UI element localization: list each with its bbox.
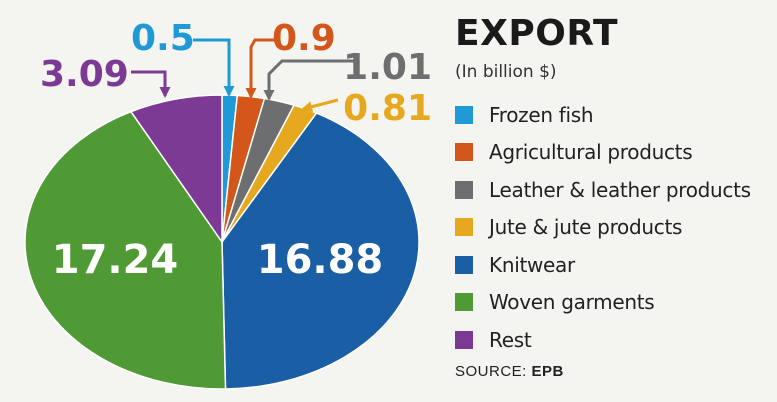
legend-label: Rest [489, 327, 532, 352]
legend-label: Jute & jute products [489, 215, 683, 240]
source-note: SOURCE: EPB [455, 363, 773, 380]
legend-item-jute-and-jute-products: Jute & jute products [455, 209, 773, 247]
leader-line-leather-and-leather-products [267, 59, 355, 99]
pie-chart: 0.5 0.91.010.81 16.88 17.24 3.09 [24, 18, 432, 390]
arrowhead-rest [159, 87, 171, 98]
legend-item-leather-and-leather-products: Leather & leather products [455, 171, 773, 209]
arrowhead-leather-and-leather-products [263, 90, 275, 101]
legend-swatch [455, 255, 473, 274]
legend-label: Frozen fish [489, 102, 594, 127]
legend-swatch [455, 218, 473, 237]
slice-woven-garments [24, 110, 227, 390]
callout-label-jute-and-jute-products: 0.81 [343, 88, 432, 129]
legend-label: Woven garments [489, 290, 655, 315]
legend-label: Leather & leather products [489, 177, 751, 202]
chart-subtitle: (In billion $) [455, 62, 557, 82]
legend-item-agricultural-products: Agricultural products [455, 134, 773, 172]
legend-swatch [455, 105, 473, 124]
legend: Frozen fish Agricultural products Leather … [455, 96, 773, 359]
leader-line-agricultural-products [249, 38, 278, 97]
chart-title: EXPORT [455, 13, 618, 54]
arrowhead-jute-and-jute-products [301, 101, 314, 113]
value-label-knitwear: 16.88 [257, 237, 384, 283]
legend-item-knitwear: Knitwear [455, 246, 773, 284]
callout-label-frozen-fish: 0.5 [131, 18, 195, 59]
pie-slices [24, 94, 420, 390]
source-name: EPB [531, 362, 564, 380]
value-label-woven-garments: 17.24 [52, 237, 179, 283]
legend-label: Knitwear [489, 252, 575, 277]
slice-knitwear [221, 112, 420, 390]
source-prefix: SOURCE: [455, 362, 527, 380]
callout-label-leather-and-leather-products: 1.01 [343, 47, 432, 88]
slice-rest [129, 94, 223, 245]
legend-item-frozen-fish: Frozen fish [455, 96, 773, 134]
legend-item-woven-garments: Woven garments [455, 284, 773, 322]
legend-swatch [455, 330, 473, 349]
arrowhead-frozen-fish [223, 86, 235, 97]
value-labels: 0.5 0.91.010.81 16.88 17.24 3.09 [40, 18, 432, 283]
leader-line-rest [131, 70, 167, 96]
callout-leaders [131, 38, 355, 113]
callout-label-agricultural-products: 0.9 [272, 18, 336, 59]
legend-panel: EXPORT (In billion $) Frozen fish Agricul… [455, 14, 773, 380]
legend-item-rest: Rest [455, 321, 773, 359]
arrowhead-agricultural-products [245, 88, 257, 99]
leader-line-frozen-fish [193, 38, 231, 95]
legend-swatch [455, 293, 473, 312]
legend-swatch [455, 180, 473, 199]
legend-label: Agricultural products [489, 140, 693, 165]
legend-swatch [455, 143, 473, 162]
callout-label-rest: 3.09 [40, 54, 129, 95]
